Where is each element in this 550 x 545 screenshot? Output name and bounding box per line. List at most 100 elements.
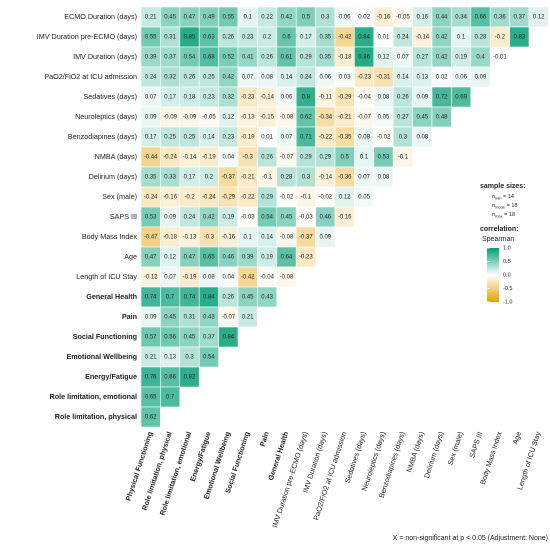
cell — [315, 226, 336, 248]
cell-label: 0.26 — [397, 95, 409, 101]
x-tick-label: Age — [511, 430, 524, 445]
cell-label: 0.43 — [261, 295, 273, 301]
cell-label: -0.05 — [202, 115, 216, 121]
cell-label: 0.07 — [145, 95, 157, 101]
cell-label: 0.37 — [203, 335, 215, 341]
cell-label: 0.23 — [203, 95, 215, 101]
label: = 14 — [502, 194, 514, 200]
cell-label: 0.37 — [513, 15, 525, 21]
cell-label: -0.3 — [204, 235, 215, 241]
cell-label: 0.27 — [416, 55, 428, 61]
cell-label: 0.14 — [261, 235, 273, 241]
cell-label: 0.39 — [242, 255, 254, 261]
cell-label: 0.13 — [164, 355, 176, 361]
cell-label: 0.2 — [205, 175, 214, 181]
cell — [295, 246, 316, 268]
cell-label: 0.62 — [300, 115, 312, 121]
cell-label: -0.19 — [241, 135, 255, 141]
cell-label: 0.04 — [222, 155, 234, 161]
cell-label: 0.31 — [164, 35, 176, 41]
cell-label: 0.12 — [339, 195, 351, 201]
y-tick-label: Neuroleptics (days) — [75, 112, 137, 121]
y-tick-label: Role limitation, emotional — [50, 392, 137, 401]
subscript: max — [495, 214, 503, 219]
cell — [431, 106, 452, 128]
cell-label: 0.34 — [455, 15, 467, 21]
cell-label: 0.01 — [378, 35, 390, 41]
cell-label: 0.47 — [184, 15, 196, 21]
colorbar-tick-label: 0.5 — [503, 259, 511, 265]
cell-label: 0.47 — [184, 255, 196, 261]
cell-label: 0.36 — [494, 15, 506, 21]
cell-label: 0.22 — [261, 15, 273, 21]
cell-label: -0.14 — [318, 175, 332, 181]
cell-label: 0.85 — [184, 35, 196, 41]
cell-label: 0.69 — [455, 95, 467, 101]
cell-label: 0.17 — [300, 35, 312, 41]
x-tick-label: Pain — [258, 430, 271, 447]
cell-label: 0.52 — [222, 55, 234, 61]
cell-label: 0.24 — [300, 75, 312, 81]
cell-label: 0.03 — [339, 75, 351, 81]
cell-label: 0.08 — [358, 135, 370, 141]
cell-label: 0.46 — [222, 255, 234, 261]
cell-label: -0.24 — [144, 195, 158, 201]
cell-label: 0.29 — [261, 195, 273, 201]
cell-label: -0.14 — [183, 155, 197, 161]
cell-label: 0.72 — [436, 95, 448, 101]
cell-label: 0.01 — [261, 135, 273, 141]
cell-label: -0.24 — [202, 195, 216, 201]
cell-label: -0.37 — [221, 175, 235, 181]
cell-label: -0.13 — [183, 235, 197, 241]
cell-label: -0.08 — [280, 275, 294, 281]
cell-label: 0.35 — [319, 55, 331, 61]
cell-label: 0.05 — [358, 195, 370, 201]
cell-label: 0.84 — [203, 295, 215, 301]
cell-label: 0.12 — [222, 115, 234, 121]
cell-label: 0.09 — [319, 235, 331, 241]
cell — [451, 86, 472, 108]
cell-label: 0.42 — [281, 15, 293, 21]
cell-label: -0.02 — [318, 195, 332, 201]
cell-label: 0.57 — [145, 335, 157, 341]
cell — [354, 186, 375, 208]
cell-label: -0.29 — [338, 95, 352, 101]
cell-label: 0.46 — [319, 215, 331, 221]
y-tick-label: Pain — [122, 312, 137, 321]
cell-label: 0.07 — [164, 275, 176, 281]
cell-label: -0.42 — [241, 275, 255, 281]
cell-label: 0.16 — [416, 15, 428, 21]
cell-label: 0.12 — [533, 15, 545, 21]
cell-label: 0.3 — [302, 175, 311, 181]
cell-label: 0.23 — [222, 135, 234, 141]
y-tick-label: Emotional Wellbeing — [66, 352, 137, 361]
cell-label: 0.45 — [281, 215, 293, 221]
cell-label: -0.24 — [163, 155, 177, 161]
cell-label: 0.32 — [222, 95, 234, 101]
cell-label: 0.35 — [319, 35, 331, 41]
y-tick-label: SAPS III — [110, 212, 137, 221]
y-tick-label: IMV Duration pre-ECMO (days) — [37, 32, 137, 41]
cell-label: 0.45 — [164, 15, 176, 21]
cell-label: 0.33 — [164, 175, 176, 181]
cell-label: 0.24 — [145, 75, 157, 81]
cell-label: -0.12 — [144, 275, 158, 281]
cell-label: 0.14 — [397, 75, 409, 81]
cell-label: -0.07 — [221, 315, 235, 321]
cell-label: -0.08 — [280, 115, 294, 121]
cell — [257, 286, 278, 308]
cell-label: 0.54 — [203, 355, 215, 361]
cell-label: 0.23 — [242, 35, 254, 41]
cell — [412, 126, 433, 148]
cell-label: -0.03 — [241, 215, 255, 221]
legend-title: correlation: — [480, 226, 519, 233]
cell-label: 0.06 — [281, 95, 293, 101]
cell-label: 0.29 — [300, 55, 312, 61]
cell-label: 0.42 — [436, 35, 448, 41]
subscript: min — [495, 196, 501, 201]
cell-label: -0.04 — [260, 275, 274, 281]
cell-label: -0.16 — [163, 195, 177, 201]
cell — [470, 66, 491, 88]
cell-label: -0.02 — [377, 135, 391, 141]
